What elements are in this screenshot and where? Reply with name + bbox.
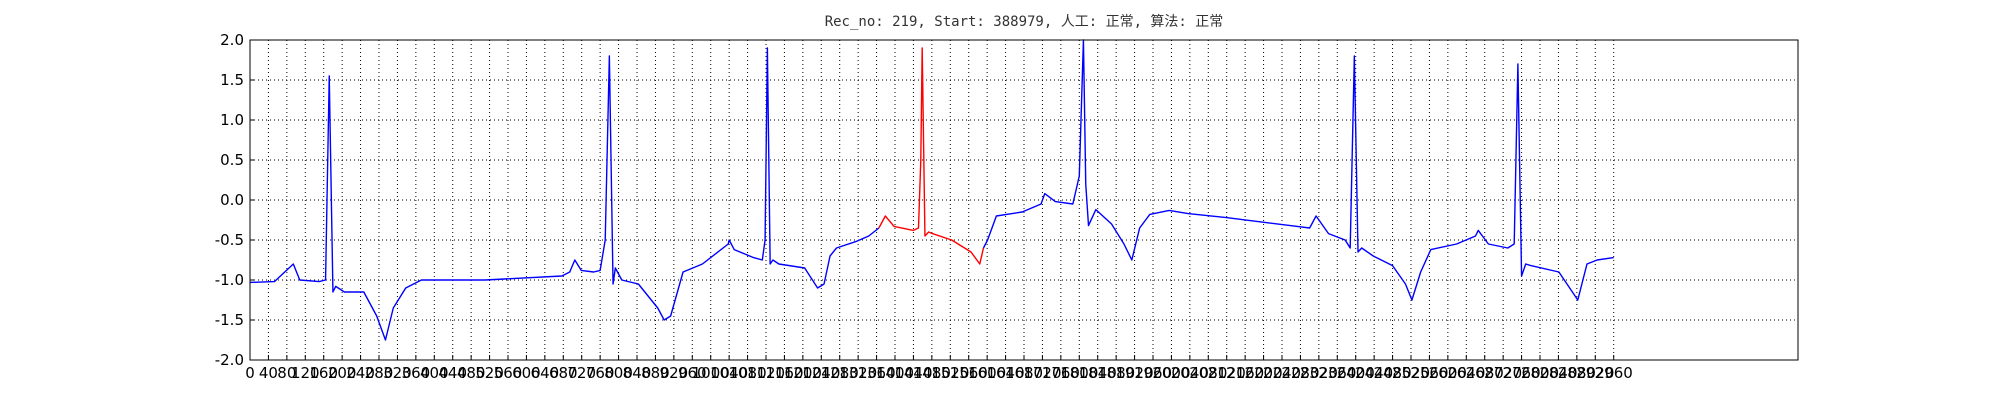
x-tick-label: 720: [567, 364, 596, 382]
x-tick-label: 840: [623, 364, 652, 382]
x-tick-label: 560: [494, 364, 523, 382]
x-tick-label: 600: [512, 364, 541, 382]
x-tick-label: 1640: [986, 364, 1024, 382]
y-tick-label: 2.0: [220, 31, 244, 49]
x-tick-label: 2160: [1226, 364, 1264, 382]
x-tick-label: 680: [549, 364, 578, 382]
ecg-line: [878, 47, 985, 265]
x-tick-label: 360: [402, 364, 431, 382]
x-tick-label: 2240: [1263, 364, 1301, 382]
y-tick-label: 1.5: [220, 71, 244, 89]
x-tick-label: 1520: [931, 364, 969, 382]
x-tick-label: 80: [277, 364, 296, 382]
x-tick-label: 2200: [1244, 364, 1282, 382]
x-tick-label: 160: [309, 364, 338, 382]
x-tick-label: 920: [660, 364, 689, 382]
y-tick-label: 0.5: [220, 151, 244, 169]
x-tick-label: 1040: [710, 364, 748, 382]
grid: [249, 39, 1798, 361]
x-tick-label: 1560: [950, 364, 988, 382]
x-tick-label: 0: [245, 364, 255, 382]
x-tick-label: 2800: [1521, 364, 1559, 382]
x-tick-label: 760: [586, 364, 615, 382]
x-tick-label: 200: [328, 364, 357, 382]
x-tick-label: 2000: [1152, 364, 1190, 382]
x-tick-label: 400: [420, 364, 449, 382]
x-tick-label: 520: [475, 364, 504, 382]
x-tick-label: 880: [641, 364, 670, 382]
labels: 2.01.51.00.50.0-0.5-1.0-1.5-2.00 40 801201…: [215, 31, 1633, 382]
y-tick-label: -2.0: [215, 351, 244, 369]
y-tick-label: -0.5: [215, 231, 244, 249]
x-tick-label: 2880: [1558, 364, 1596, 382]
x-tick-label: 1880: [1097, 364, 1135, 382]
x-tick-label: 2120: [1208, 364, 1246, 382]
x-tick-label: 1440: [894, 364, 932, 382]
x-tick-label: 1320: [839, 364, 877, 382]
x-tick-label: 1920: [1115, 364, 1153, 382]
x-tick-label: 1400: [876, 364, 914, 382]
x-tick-label: 120: [291, 364, 320, 382]
x-tick-label: 800: [604, 364, 633, 382]
x-tick-label: 1680: [1005, 364, 1043, 382]
x-tick-label: 960: [678, 364, 707, 382]
x-tick-label: 40: [259, 364, 278, 382]
x-tick-label: 320: [383, 364, 412, 382]
x-tick-label: 1800: [1060, 364, 1098, 382]
x-tick-label: 1360: [857, 364, 895, 382]
x-tick-label: 2840: [1539, 364, 1577, 382]
x-tick-label: 2960: [1595, 364, 1633, 382]
y-tick-label: 0.0: [220, 191, 244, 209]
ecg-line: [249, 47, 880, 341]
x-tick-label: 240: [346, 364, 375, 382]
x-tick-label: 2400: [1337, 364, 1375, 382]
x-tick-label: 2440: [1355, 364, 1393, 382]
x-tick-label: 2040: [1171, 364, 1209, 382]
x-tick-label: 2280: [1281, 364, 1319, 382]
x-tick-label: 1080: [728, 364, 766, 382]
x-tick-label: 2680: [1466, 364, 1504, 382]
x-tick-label: 1200: [784, 364, 822, 382]
chart-title: Rec_no: 219, Start: 388979, 人工: 正常, 算法: …: [825, 14, 1224, 30]
x-tick-label: 2360: [1318, 364, 1356, 382]
x-tick-label: 1280: [821, 364, 859, 382]
x-tick-label: 1600: [968, 364, 1006, 382]
x-tick-label: 1120: [747, 364, 785, 382]
x-tick-label: 1720: [1023, 364, 1061, 382]
ecg-line: [982, 39, 1614, 301]
y-tick-label: 1.0: [220, 111, 244, 129]
x-tick-label: 1000: [692, 364, 730, 382]
x-tick-label: 2760: [1502, 364, 1540, 382]
x-tick-label: 1240: [802, 364, 840, 382]
x-tick-label: 440: [438, 364, 467, 382]
x-tick-label: 2480: [1373, 364, 1411, 382]
x-tick-label: 480: [457, 364, 486, 382]
x-tick-label: 2920: [1576, 364, 1614, 382]
x-tick-label: 640: [531, 364, 560, 382]
x-tick-label: 1840: [1079, 364, 1117, 382]
x-tick-label: 1760: [1042, 364, 1080, 382]
x-tick-label: 2520: [1392, 364, 1430, 382]
x-tick-label: 1960: [1134, 364, 1172, 382]
y-tick-label: -1.5: [215, 311, 244, 329]
x-tick-label: 2720: [1484, 364, 1522, 382]
x-tick-label: 2080: [1189, 364, 1227, 382]
x-tick-label: 2600: [1429, 364, 1467, 382]
lines: [249, 39, 1614, 341]
x-tick-label: 2320: [1300, 364, 1338, 382]
x-tick-label: 1480: [913, 364, 951, 382]
y-tick-label: -1.0: [215, 271, 244, 289]
x-tick-label: 280: [365, 364, 394, 382]
x-tick-label: 2640: [1447, 364, 1485, 382]
x-tick-label: 1160: [765, 364, 803, 382]
x-tick-label: 2560: [1410, 364, 1448, 382]
